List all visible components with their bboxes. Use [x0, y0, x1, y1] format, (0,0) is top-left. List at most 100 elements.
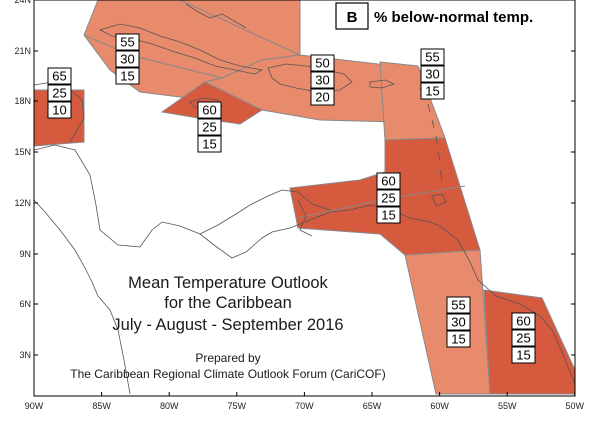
lat-tick-label: 24N — [14, 0, 31, 5]
prob-value: 55 — [120, 35, 134, 50]
prob-cell — [446, 330, 471, 348]
legend-text: % below-normal temp. — [374, 9, 533, 26]
central-america-coast — [34, 144, 441, 259]
prob-value: 15 — [202, 137, 216, 152]
lat-tick-label: 12N — [14, 198, 31, 208]
cuba-coast — [98, 23, 264, 75]
prob-cell — [420, 65, 445, 83]
lon-tick-label: 65W — [363, 401, 382, 411]
prob-value: 25 — [52, 86, 66, 101]
bahamas-coast — [185, 3, 247, 29]
credit-line-1: Prepared by — [195, 351, 260, 365]
lon-tick-label: 75W — [228, 401, 247, 411]
prob-value: 10 — [52, 103, 66, 118]
lon-tick-label: 80W — [160, 401, 179, 411]
prob-value: 30 — [425, 67, 439, 82]
prob-box-leeward-islands: 55 30 15 — [420, 48, 445, 100]
prob-cell — [511, 312, 536, 330]
prob-cell — [47, 67, 72, 85]
lon-tick-label: 60W — [430, 401, 449, 411]
lat-tick-label: 3N — [19, 350, 31, 360]
panama-colombia-coast — [199, 189, 331, 235]
prob-box-western-cuba: 55 30 15 — [115, 33, 140, 85]
prob-value: 15 — [381, 208, 395, 223]
prob-box-southern-caribbean: 60 25 15 — [376, 172, 401, 224]
prob-cell — [310, 71, 335, 89]
lon-tick-label: 55W — [498, 401, 517, 411]
prob-value: 15 — [120, 69, 134, 84]
prob-cell — [511, 346, 536, 364]
prob-cell — [376, 189, 401, 207]
legend: B % below-normal temp. — [335, 2, 533, 30]
prob-value: 60 — [516, 314, 530, 329]
jamaica-coast — [189, 97, 223, 109]
puerto-rico-coast — [369, 79, 396, 89]
prob-box-suriname-french-guiana: 60 25 15 — [511, 312, 536, 364]
prob-box-hispaniola: 50 30 20 — [310, 54, 335, 106]
lat-tick-label: 18N — [14, 96, 31, 106]
pacific-coast — [34, 199, 131, 395]
title-line-1: Mean Temperature Outlook — [128, 274, 328, 292]
prob-cell — [420, 82, 445, 100]
trinidad-coast — [431, 193, 447, 207]
title-line-3: July - August - September 2016 — [112, 316, 343, 334]
prob-value: 15 — [451, 332, 465, 347]
credit-line-2: The Caribbean Regional Climate Outlook F… — [70, 367, 385, 381]
map-title: Mean Temperature Outlook for the Caribbe… — [112, 274, 343, 334]
lat-tick-label: 15N — [14, 147, 31, 157]
prob-cell — [47, 101, 72, 119]
prob-value: 20 — [315, 90, 329, 105]
prob-box-guyana: 55 30 15 — [446, 296, 471, 348]
prob-value: 60 — [202, 103, 216, 118]
lon-tick-label: 50W — [566, 401, 585, 411]
prob-cell — [420, 48, 445, 66]
prob-cell — [47, 84, 72, 102]
prob-value: 55 — [425, 50, 439, 65]
legend-key-box — [335, 2, 369, 30]
lon-tick-label: 70W — [295, 401, 314, 411]
prob-cell — [115, 33, 140, 51]
prob-value: 30 — [451, 315, 465, 330]
prob-cell — [446, 313, 471, 331]
prob-cell — [310, 54, 335, 72]
lat-tick-label: 6N — [19, 299, 31, 309]
prob-cell — [376, 206, 401, 224]
coastlines — [34, 3, 575, 395]
lon-tick-label: 90W — [25, 401, 44, 411]
prob-value: 15 — [516, 348, 530, 363]
credit: Prepared by The Caribbean Regional Clima… — [70, 351, 385, 381]
hispaniola-coast — [267, 63, 353, 93]
prob-cell — [310, 88, 335, 106]
prob-value: 15 — [425, 84, 439, 99]
prob-cell — [511, 329, 536, 347]
prob-cell — [197, 118, 222, 136]
prob-cell — [115, 67, 140, 85]
prob-value: 55 — [451, 298, 465, 313]
legend-key: B — [347, 9, 358, 26]
south-america-coast — [439, 225, 575, 385]
lat-tick-label: 9N — [19, 249, 31, 259]
lon-tick-label: 85W — [92, 401, 111, 411]
prob-value: 65 — [52, 69, 66, 84]
longitude-axis: 90W 85W 80W 75W 70W 65W 60W 55W 50W — [25, 392, 585, 411]
prob-box-belize: 65 25 10 — [47, 67, 72, 119]
prob-value: 50 — [315, 56, 329, 71]
prob-cell — [197, 135, 222, 153]
prob-box-jamaica: 60 25 15 — [197, 101, 222, 153]
prob-value: 30 — [120, 52, 134, 67]
prob-cell — [197, 101, 222, 119]
latitude-axis: 24N 21N 18N 15N 12N 9N 6N 3N — [14, 0, 575, 360]
prob-value: 60 — [381, 174, 395, 189]
prob-value: 25 — [202, 120, 216, 135]
prob-value: 30 — [315, 73, 329, 88]
probability-labels: 65 25 10 55 30 15 60 25 15 50 30 20 55 30 15 60 25 15 55 30… — [47, 33, 536, 364]
venezuela-inland-coast — [297, 199, 313, 237]
title-line-2: for the Caribbean — [164, 294, 292, 312]
prob-cell — [376, 172, 401, 190]
prob-value: 25 — [381, 191, 395, 206]
prob-cell — [115, 50, 140, 68]
lat-tick-label: 21N — [14, 46, 31, 56]
prob-cell — [446, 296, 471, 314]
prob-value: 25 — [516, 331, 530, 346]
